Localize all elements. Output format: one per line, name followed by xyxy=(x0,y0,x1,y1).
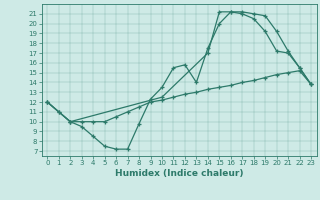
X-axis label: Humidex (Indice chaleur): Humidex (Indice chaleur) xyxy=(115,169,244,178)
